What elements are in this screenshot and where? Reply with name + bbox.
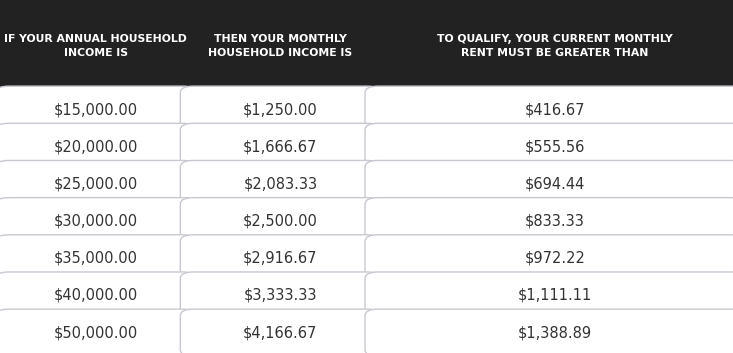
Text: $30,000.00: $30,000.00 [54, 214, 138, 229]
Text: $40,000.00: $40,000.00 [54, 288, 138, 303]
Text: $3,333.33: $3,333.33 [243, 288, 317, 303]
FancyBboxPatch shape [0, 123, 196, 170]
FancyBboxPatch shape [0, 0, 194, 94]
Text: $2,083.33: $2,083.33 [243, 176, 317, 191]
FancyBboxPatch shape [365, 123, 733, 170]
Text: $694.44: $694.44 [525, 176, 585, 191]
FancyBboxPatch shape [182, 0, 379, 94]
Text: $1,250.00: $1,250.00 [243, 102, 317, 117]
FancyBboxPatch shape [365, 161, 733, 208]
Text: $2,500.00: $2,500.00 [243, 214, 318, 229]
Text: $1,666.67: $1,666.67 [243, 139, 317, 154]
FancyBboxPatch shape [180, 123, 380, 170]
Text: $15,000.00: $15,000.00 [54, 102, 138, 117]
FancyBboxPatch shape [180, 272, 380, 319]
Text: $4,166.67: $4,166.67 [243, 325, 317, 340]
FancyBboxPatch shape [365, 198, 733, 245]
FancyBboxPatch shape [180, 161, 380, 208]
FancyBboxPatch shape [366, 0, 733, 94]
FancyBboxPatch shape [365, 235, 733, 282]
Text: $972.22: $972.22 [524, 251, 586, 266]
Text: $20,000.00: $20,000.00 [54, 139, 138, 154]
Text: $2,916.67: $2,916.67 [243, 251, 317, 266]
Text: TO QUALIFY, YOUR CURRENT MONTHLY
RENT MUST BE GREATER THAN: TO QUALIFY, YOUR CURRENT MONTHLY RENT MU… [437, 35, 673, 58]
Text: $50,000.00: $50,000.00 [54, 325, 138, 340]
Text: $1,111.11: $1,111.11 [517, 288, 592, 303]
FancyBboxPatch shape [0, 309, 196, 353]
Text: $833.33: $833.33 [525, 214, 585, 229]
FancyBboxPatch shape [180, 309, 380, 353]
FancyBboxPatch shape [0, 235, 196, 282]
FancyBboxPatch shape [365, 86, 733, 133]
Text: $416.67: $416.67 [525, 102, 585, 117]
FancyBboxPatch shape [0, 272, 196, 319]
FancyBboxPatch shape [180, 198, 380, 245]
FancyBboxPatch shape [0, 161, 196, 208]
FancyBboxPatch shape [365, 309, 733, 353]
FancyBboxPatch shape [0, 198, 196, 245]
Text: IF YOUR ANNUAL HOUSEHOLD
INCOME IS: IF YOUR ANNUAL HOUSEHOLD INCOME IS [4, 35, 187, 58]
Text: $35,000.00: $35,000.00 [54, 251, 138, 266]
Text: $555.56: $555.56 [525, 139, 585, 154]
FancyBboxPatch shape [180, 86, 380, 133]
Text: THEN YOUR MONTHLY
HOUSEHOLD INCOME IS: THEN YOUR MONTHLY HOUSEHOLD INCOME IS [208, 35, 353, 58]
FancyBboxPatch shape [0, 86, 196, 133]
FancyBboxPatch shape [180, 235, 380, 282]
FancyBboxPatch shape [365, 272, 733, 319]
Text: $1,388.89: $1,388.89 [517, 325, 592, 340]
Text: $25,000.00: $25,000.00 [54, 176, 138, 191]
